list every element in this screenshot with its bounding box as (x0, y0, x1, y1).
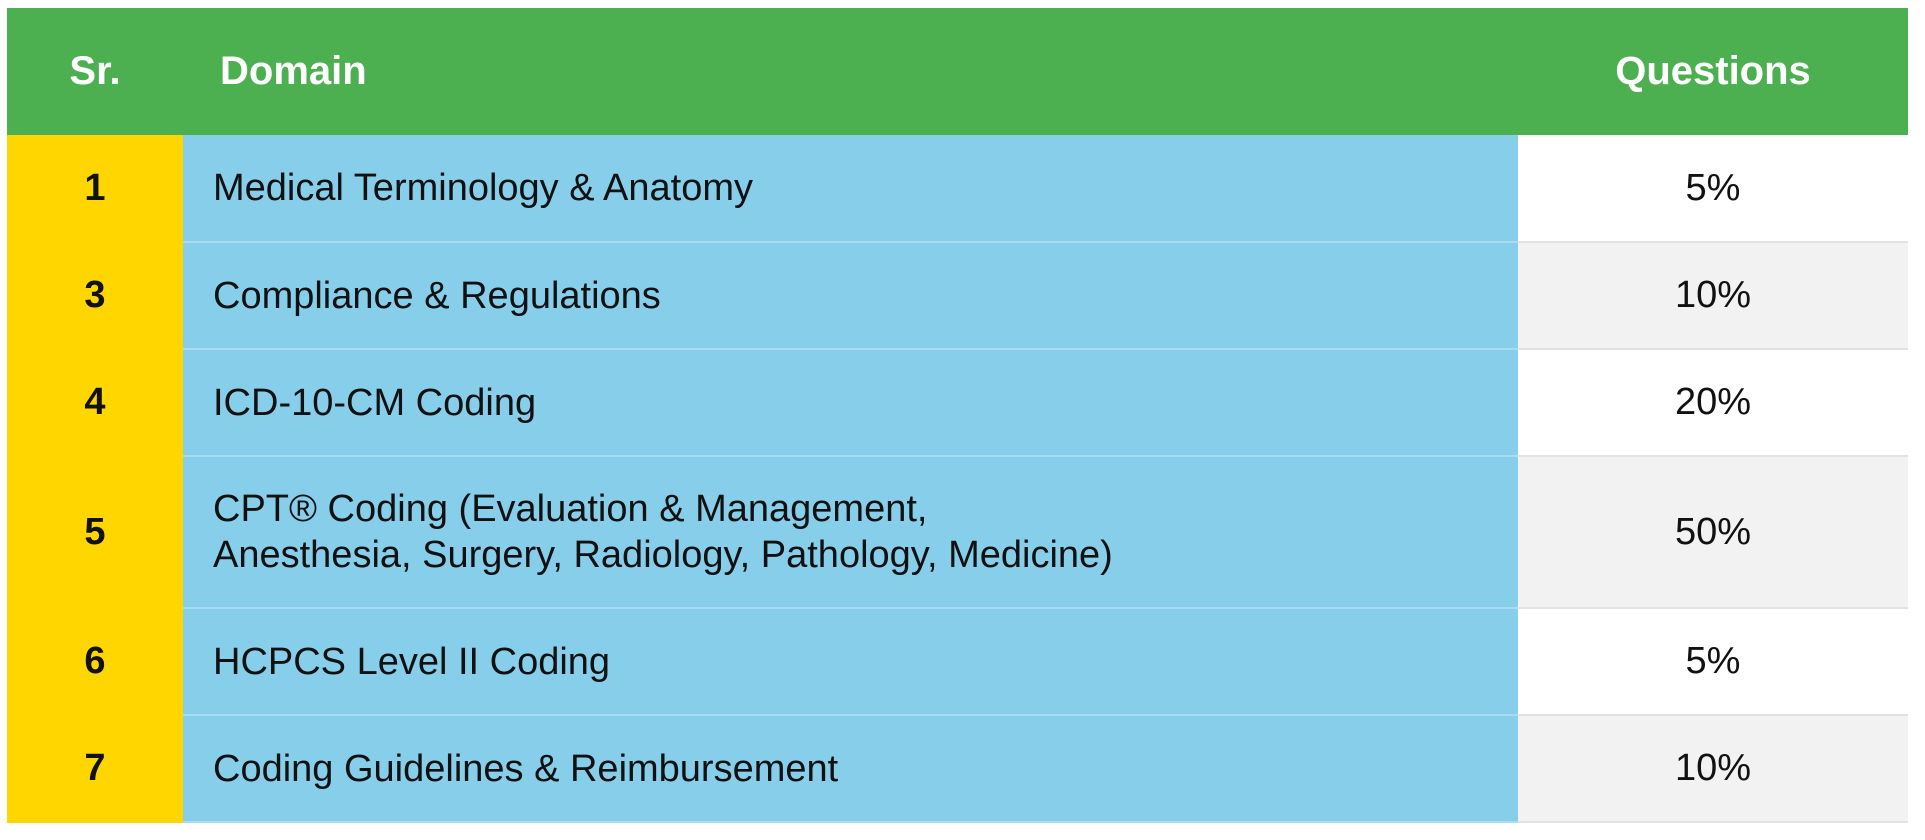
row-domain: Medical Terminology & Anatomy (183, 135, 1518, 243)
row-domain-text-line2: Anesthesia, Surgery, Radiology, Patholog… (213, 534, 1113, 576)
table-row: 7 Coding Guidelines & Reimbursement 10% (7, 715, 1908, 823)
row-questions: 50% (1518, 456, 1908, 609)
row-domain: Coding Guidelines & Reimbursement (183, 715, 1518, 823)
row-sr: 5 (7, 456, 183, 609)
row-domain: HCPCS Level II Coding (183, 608, 1518, 716)
row-questions: 10% (1518, 242, 1908, 350)
row-questions: 10% (1518, 715, 1908, 823)
domain-table: Sr. Domain Questions 1 Medical Terminolo… (7, 8, 1908, 823)
table-row: 5 CPT® Coding (Evaluation & Management, … (7, 456, 1908, 609)
row-domain-text: Medical Terminology & Anatomy (213, 167, 753, 209)
table-row: 3 Compliance & Regulations 10% (7, 242, 1908, 350)
row-questions: 5% (1518, 135, 1908, 243)
row-sr: 1 (7, 135, 183, 243)
table-row: 6 HCPCS Level II Coding 5% (7, 608, 1908, 716)
domain-table-container: Sr. Domain Questions 1 Medical Terminolo… (7, 8, 1908, 823)
row-sr: 6 (7, 608, 183, 716)
row-domain-text: Coding Guidelines & Reimbursement (213, 747, 839, 790)
row-sr: 4 (7, 349, 183, 457)
header-sr: Sr. (7, 8, 183, 135)
table-row: 1 Medical Terminology & Anatomy 5% (7, 135, 1908, 243)
row-domain: Compliance & Regulations (183, 242, 1518, 350)
row-domain-text-line1: CPT® Coding (Evaluation & Management, (213, 488, 928, 530)
header-row: Sr. Domain Questions (7, 8, 1908, 135)
table-body: 1 Medical Terminology & Anatomy 5% 3 Com… (7, 135, 1908, 823)
row-questions: 20% (1518, 349, 1908, 457)
row-domain-text: HCPCS Level II Coding (213, 640, 611, 683)
header-domain: Domain (183, 8, 1518, 135)
row-domain: ICD-10-CM Coding (183, 349, 1518, 457)
table-header: Sr. Domain Questions (7, 8, 1908, 135)
row-domain-text: Compliance & Regulations (213, 274, 661, 317)
table-row: 4 ICD-10-CM Coding 20% (7, 349, 1908, 457)
row-sr: 3 (7, 242, 183, 350)
header-questions: Questions (1518, 8, 1908, 135)
row-sr: 7 (7, 715, 183, 823)
row-domain: CPT® Coding (Evaluation & Management, An… (183, 456, 1518, 609)
row-questions: 5% (1518, 608, 1908, 716)
row-domain-text: ICD-10-CM Coding (213, 381, 537, 424)
